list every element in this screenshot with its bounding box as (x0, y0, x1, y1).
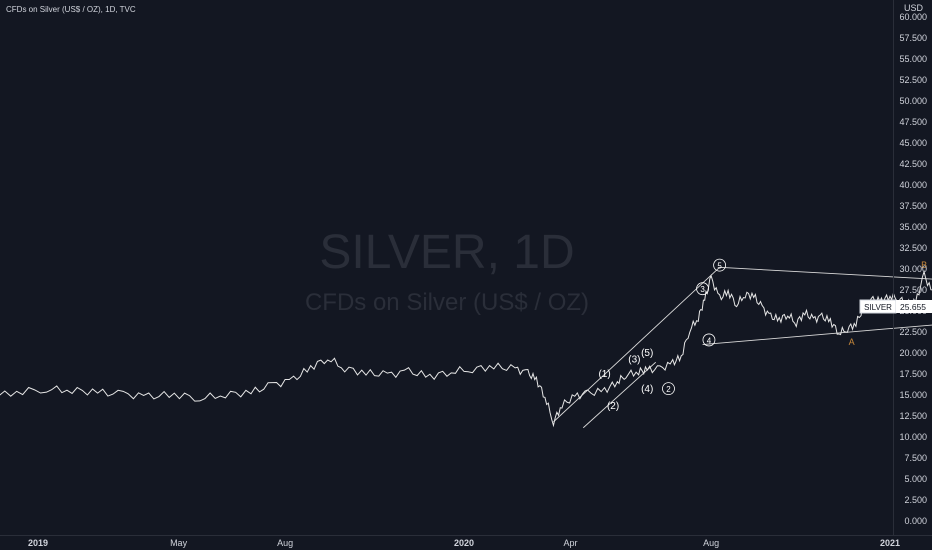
wave-label-circle (702, 333, 716, 347)
y-tick-label: 50.000 (899, 96, 927, 106)
time-axis[interactable]: 2019MayAug2020AprAug2021MayAug2022MayAug… (28, 538, 932, 548)
price-line (0, 269, 932, 428)
chart-header: CFDs on Silver (US$ / OZ), 1D, TVC (6, 5, 136, 14)
price-axis[interactable]: 60.000 57.500 55.000 52.500 50.000 47.500 45.0… (899, 12, 927, 526)
wave-label: B (921, 260, 927, 270)
x-tick-label: Aug (277, 538, 293, 548)
wave-label-text: (2) (607, 401, 619, 412)
y-tick-label: 40.000 (899, 180, 927, 190)
y-tick-label: 22.500 (899, 327, 927, 337)
symbol-badge-label: SILVER (864, 303, 892, 312)
x-tick-label: Apr (563, 538, 577, 548)
wave-label: 5 (713, 258, 726, 272)
price-series (0, 269, 932, 428)
y-tick-label: 35.000 (899, 222, 927, 232)
y-tick-label: 57.500 (899, 33, 927, 43)
y-tick-label: 0.000 (904, 516, 927, 526)
y-tick-label: 5.000 (904, 474, 927, 484)
wave-label-circle (696, 282, 709, 296)
y-tick-label: 55.000 (899, 54, 927, 64)
wave-label-text: 5 (717, 262, 722, 271)
y-tick-label: 45.000 (899, 138, 927, 148)
y-tick-label: 2.500 (904, 495, 927, 505)
y-tick-label: 47.500 (899, 117, 927, 127)
wave-label-text: (3) (628, 355, 640, 366)
last-price-value: 25.655 (900, 302, 926, 312)
wave-label: (5) (641, 348, 653, 359)
watermark-description: CFDs on Silver (US$ / OZ) (305, 289, 589, 316)
y-tick-label: 7.500 (904, 453, 927, 463)
y-tick-label: 32.500 (899, 243, 927, 253)
last-price-badge (896, 300, 932, 313)
wave-labels: 534(5)(3)(1)(4)2(2)BDACEIIIIIIVV (598, 258, 927, 412)
y-tick-label: 52.500 (899, 75, 927, 85)
wave-trendline (553, 266, 932, 423)
wave-label: A (849, 337, 855, 347)
wave-label-text: (4) (641, 384, 653, 395)
watermark-symbol: SILVER, 1D (319, 226, 574, 279)
wave-label: (1) (598, 369, 610, 380)
x-tick-label: May (170, 538, 188, 548)
wave-label: (2) (607, 401, 619, 412)
y-tick-label: 10.000 (899, 432, 927, 442)
x-tick-label: 2019 (28, 538, 48, 548)
wave-label: 2 (662, 382, 675, 396)
wave-label: (3) (628, 355, 640, 366)
y-tick-label: 60.000 (899, 12, 927, 22)
wave-label-text: 4 (707, 336, 712, 345)
y-tick-label: 42.500 (899, 159, 927, 169)
wave-label: (4) (641, 384, 653, 395)
y-tick-label: 15.000 (899, 390, 927, 400)
x-tick-label: 2021 (880, 538, 900, 548)
y-tick-label: 30.000 (899, 264, 927, 274)
y-tick-label: 37.500 (899, 201, 927, 211)
price-axis-unit: USD (904, 3, 924, 13)
x-tick-label: Aug (703, 538, 719, 548)
wave-label-circle (662, 382, 675, 396)
y-tick-label: 17.500 (899, 369, 927, 379)
last-price-marker: SILVER 25.655 (859, 299, 932, 314)
wave-label-text: B (921, 260, 927, 270)
y-tick-label: 27.500 (899, 285, 927, 295)
wave-label-text: A (849, 337, 855, 347)
wave-label-circle (713, 258, 726, 272)
wave-label-text: (1) (598, 369, 610, 380)
wave-trendline (702, 324, 932, 346)
y-tick-label: 20.000 (899, 348, 927, 358)
wave-label-text: 3 (700, 285, 705, 294)
wave-label-text: 2 (666, 385, 671, 394)
wave-label: 3 (696, 282, 709, 296)
x-tick-label: 2020 (454, 538, 474, 548)
wave-label-text: (5) (641, 348, 653, 359)
wave-label: 4 (702, 333, 716, 347)
y-tick-label: 12.500 (899, 411, 927, 421)
